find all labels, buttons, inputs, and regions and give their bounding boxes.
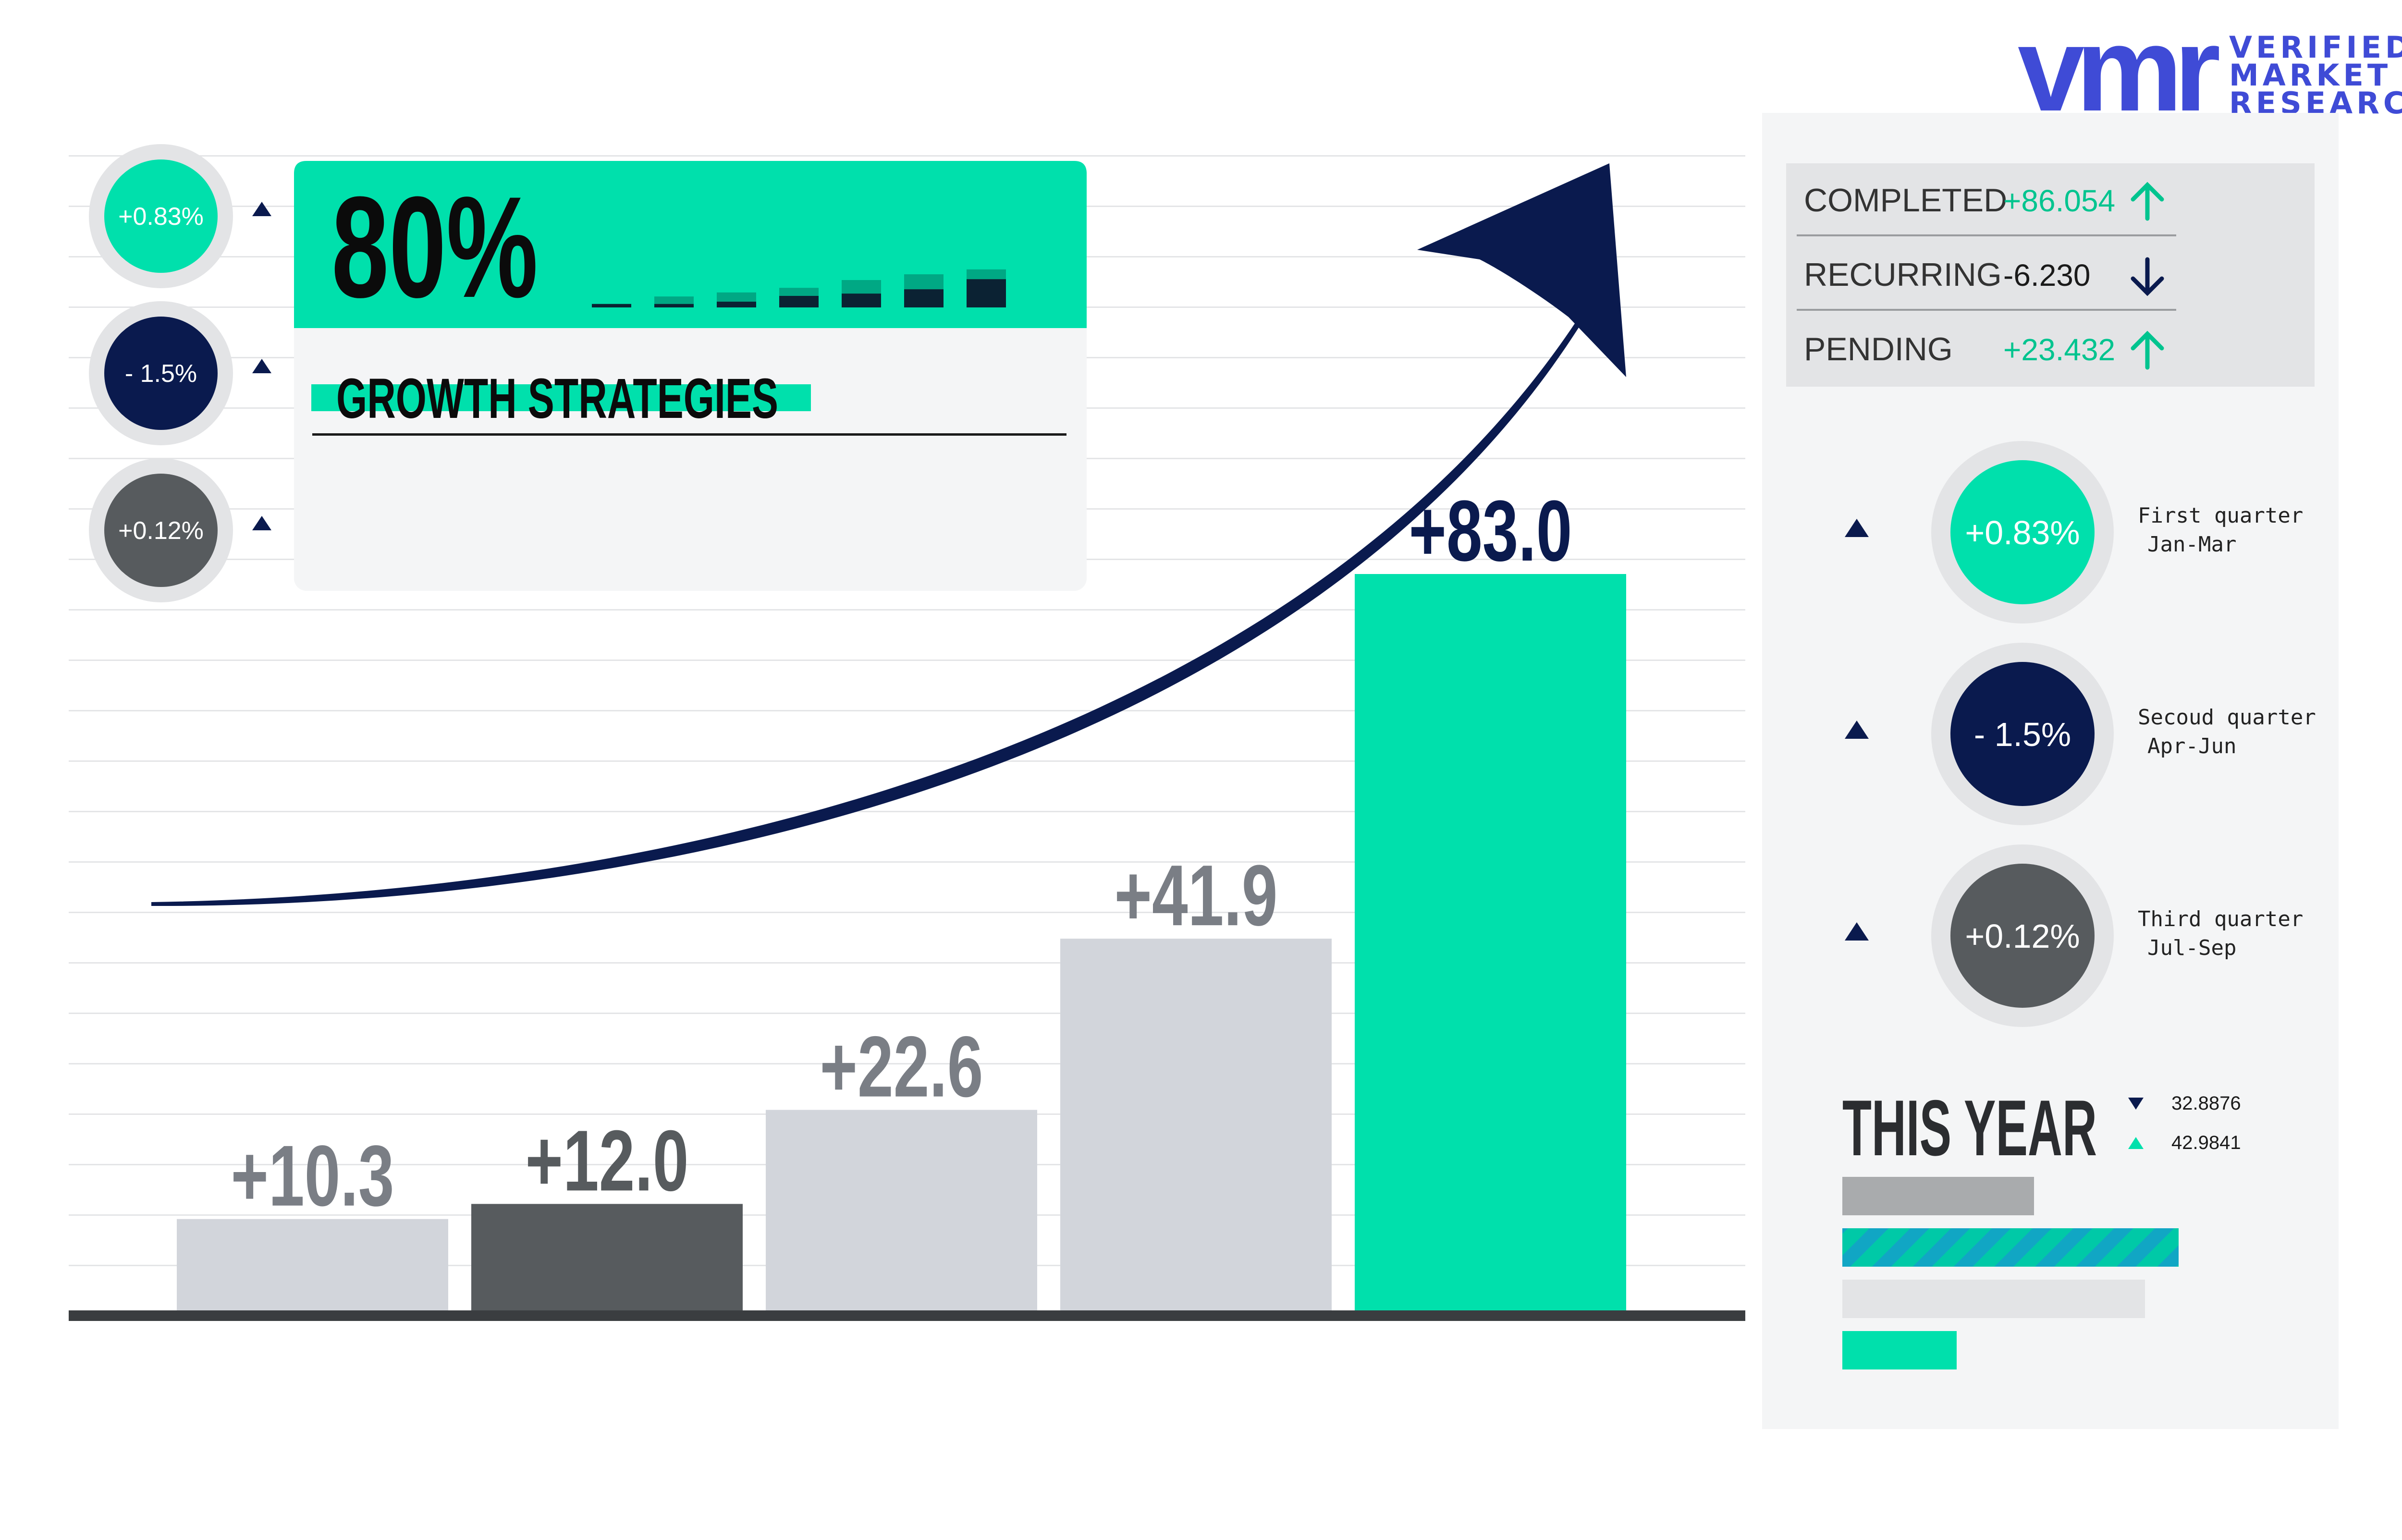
this-year-up-value: 42.9841 xyxy=(2171,1132,2241,1153)
bar-data-label-1: +10.3 xyxy=(231,1128,394,1224)
chart-baseline xyxy=(69,1310,1745,1321)
status-label-recurring: RECURRING xyxy=(1804,257,2002,293)
this-year-bar-3 xyxy=(1842,1280,2145,1318)
this-year-bars xyxy=(1842,1177,2179,1369)
mini-bar-dark-6 xyxy=(904,289,944,307)
status-label-pending: PENDING xyxy=(1804,331,1953,367)
growth-strategies-card: 80% GROWTH STRATEGIES xyxy=(294,161,1087,591)
triangle-up-icon xyxy=(1845,922,1869,941)
triangle-up-icon xyxy=(252,202,271,216)
quarter-name-3: Third quarter xyxy=(2138,907,2303,931)
triangle-up-icon xyxy=(2128,1137,2144,1149)
left-badge-column: +0.83% - 1.5% +0.12% xyxy=(89,144,271,602)
triangle-up-icon xyxy=(252,359,271,373)
left-badge-3 xyxy=(104,474,218,587)
grid-line xyxy=(69,861,1745,863)
bar-2 xyxy=(471,1204,743,1310)
this-year-section: THIS YEAR 32.8876 42.9841 xyxy=(1842,1084,2241,1369)
quarter-badge-1 xyxy=(1950,460,2095,604)
status-divider xyxy=(1797,309,2176,311)
quarter-value-2: - 1.5% xyxy=(1974,716,2071,753)
growth-label-underline xyxy=(312,433,1066,436)
mini-bar-dark-2 xyxy=(654,304,694,307)
left-badge-2 xyxy=(104,317,218,430)
growth-label: GROWTH STRATEGIES xyxy=(336,367,778,430)
this-year-down-value: 32.8876 xyxy=(2171,1093,2241,1114)
grid-line xyxy=(69,155,1745,157)
grid-line xyxy=(69,1013,1745,1014)
grid-line xyxy=(69,1063,1745,1064)
grid-line xyxy=(69,760,1745,762)
triangle-up-icon xyxy=(252,516,271,530)
logo-line-1: VERIFIED xyxy=(2229,30,2402,65)
this-year-bar-1 xyxy=(1842,1177,2034,1215)
bar-5 xyxy=(1355,574,1626,1310)
bar-4 xyxy=(1060,939,1332,1310)
triangle-up-icon xyxy=(1845,519,1869,537)
mini-bar-chart xyxy=(592,269,1006,307)
left-badge-value-1: +0.83% xyxy=(118,203,204,231)
this-year-bar-2 xyxy=(1842,1228,2179,1267)
mini-bar-dark-5 xyxy=(842,293,881,307)
left-badge-value-3: +0.12% xyxy=(118,517,204,545)
mini-bar-dark-4 xyxy=(779,296,819,307)
bar-data-label-2: +12.0 xyxy=(526,1112,689,1209)
quarter-name-2: Secoud quarter xyxy=(2138,705,2316,730)
quarter-months-2: Apr-Jun xyxy=(2147,734,2236,758)
grid-line xyxy=(69,811,1745,812)
status-value-recurring: -6.230 xyxy=(2003,258,2090,293)
left-badge-1 xyxy=(104,159,218,273)
status-label-completed: COMPLETED xyxy=(1804,182,2007,219)
arrow-down-icon xyxy=(2131,257,2164,296)
grid-line xyxy=(69,710,1745,711)
quarter-name-1: First quarter xyxy=(2138,503,2303,528)
triangle-up-icon xyxy=(1845,721,1869,739)
grid-line xyxy=(69,962,1745,964)
grid-line xyxy=(69,912,1745,913)
arrow-up-icon xyxy=(2131,330,2164,370)
quarter-months-1: Jan-Mar xyxy=(2147,532,2236,557)
quarter-list: +0.83% First quarter Jan-Mar - 1.5% Secoud q… xyxy=(1845,441,2316,1027)
growth-card-header xyxy=(294,161,1087,328)
trend-arrow xyxy=(151,163,1626,906)
grid-line xyxy=(69,660,1745,661)
mini-bar-dark-1 xyxy=(592,304,631,307)
bar-3 xyxy=(766,1110,1037,1310)
logo-line-2: MARKET xyxy=(2229,58,2391,93)
status-panel-bg xyxy=(1786,163,2315,387)
quarter-value-3: +0.12% xyxy=(1965,917,2080,955)
bar-data-label-3: +22.6 xyxy=(820,1019,983,1115)
quarter-badge-3 xyxy=(1950,864,2095,1008)
growth-percent: 80% xyxy=(331,166,538,328)
status-panel: COMPLETED+86.054 RECURRING -6.230 PENDING +2… xyxy=(1786,163,2315,387)
status-divider xyxy=(1797,234,2176,236)
this-year-bar-4 xyxy=(1842,1331,1957,1369)
triangle-down-icon xyxy=(2128,1098,2144,1110)
quarter-value-1: +0.83% xyxy=(1965,514,2080,551)
this-year-title: THIS YEAR xyxy=(1842,1084,2097,1172)
bar-series: +10.3 +12.0+22.6+41.9+83.0 xyxy=(177,483,1626,1310)
quarter-months-3: Jul-Sep xyxy=(2147,936,2236,960)
mini-bar-dark-7 xyxy=(967,279,1006,307)
arrow-up-icon xyxy=(2131,182,2164,221)
bar-1 xyxy=(177,1219,448,1310)
mini-bar-dark-3 xyxy=(717,302,756,307)
quarter-badge-2 xyxy=(1950,662,2095,806)
left-badge-value-2: - 1.5% xyxy=(125,360,197,388)
growth-card-footer xyxy=(312,452,1033,572)
status-value-pending: +23.432 xyxy=(2003,332,2115,367)
grid-line xyxy=(69,609,1745,611)
growth-label-highlight xyxy=(311,384,811,411)
status-value-completed: +86.054 xyxy=(2003,183,2115,218)
bar-data-label-4: +41.9 xyxy=(1115,847,1278,944)
